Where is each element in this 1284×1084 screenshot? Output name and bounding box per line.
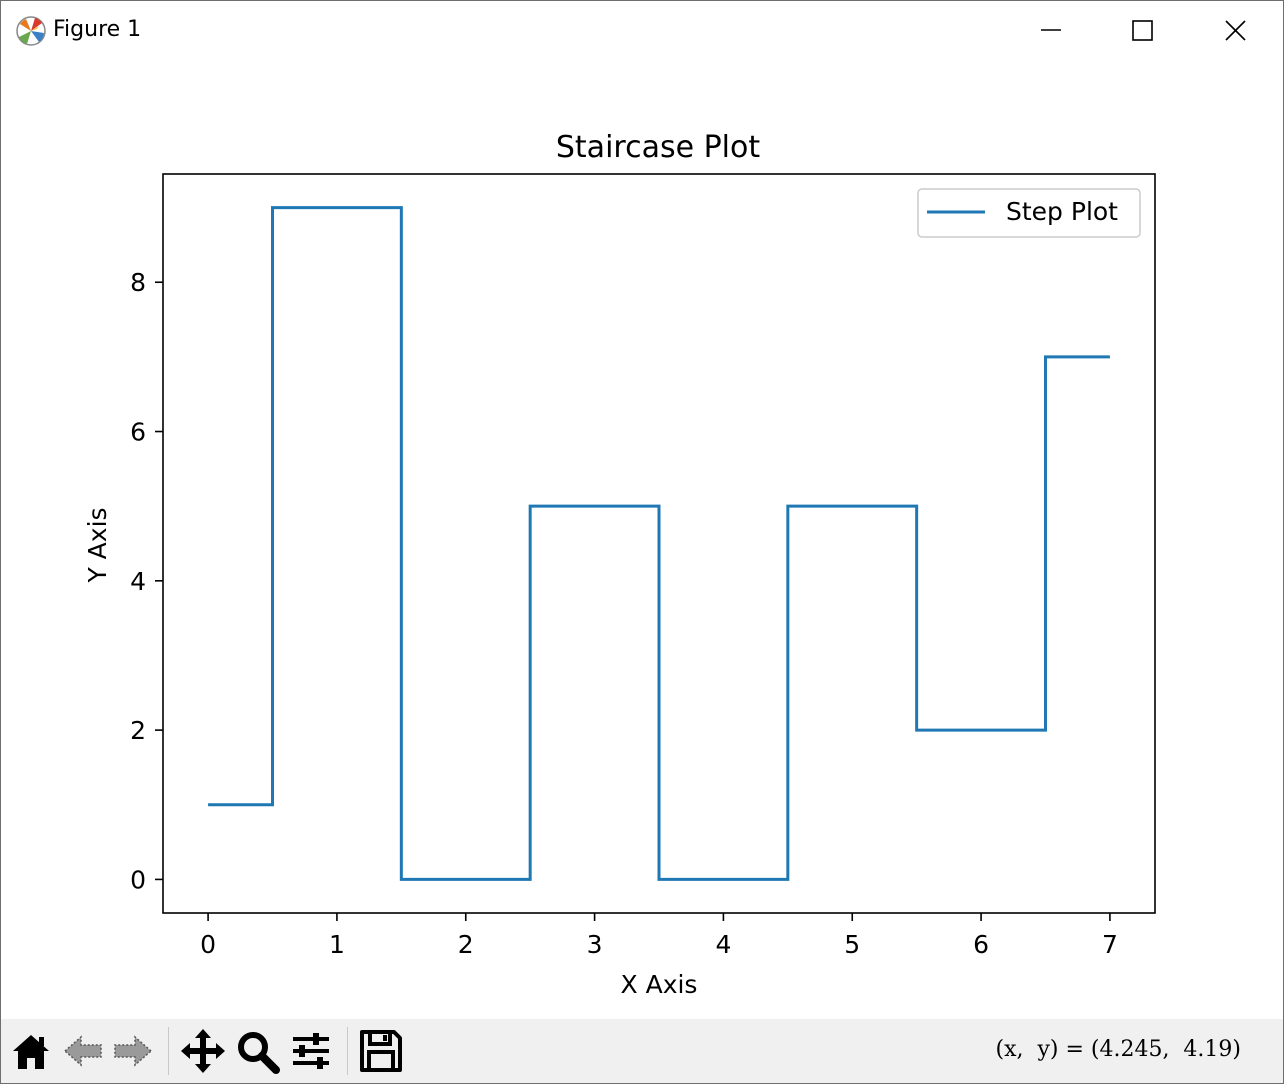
staircase-chart: Staircase Plot 0 1 2 3 4 5 6 7 0 2 4 6 8 X Axis Y Ax… xyxy=(83,130,1156,999)
y-tick-label: 0 xyxy=(130,865,146,894)
series-line-0 xyxy=(208,206,1110,881)
zoom-magnifier-icon xyxy=(238,1032,280,1074)
maximize-icon xyxy=(1132,20,1153,41)
window-title: Figure 1 xyxy=(53,17,142,42)
navigation-toolbar: (x, y) = (4.245, 4.19) xyxy=(1,1019,1283,1083)
y-axis-label: Y Axis xyxy=(83,507,112,583)
figure-canvas[interactable]: Staircase Plot 0 1 2 3 4 5 6 7 0 2 4 6 8 X Axis Y Ax… xyxy=(1,59,1283,1019)
configure-subplots-button[interactable] xyxy=(287,1027,335,1075)
toolbar-separator xyxy=(168,1027,169,1075)
x-tick-label: 5 xyxy=(844,930,860,959)
y-tick-label: 2 xyxy=(130,716,146,745)
axes-frame xyxy=(162,173,1156,914)
x-axis-label: X Axis xyxy=(621,970,698,999)
minimize-icon xyxy=(1041,29,1061,31)
legend-box xyxy=(917,188,1141,238)
x-tick-label: 6 xyxy=(973,930,989,959)
matplotlib-logo-icon xyxy=(15,15,47,47)
y-tick-label: 6 xyxy=(130,418,146,447)
x-tick-label: 4 xyxy=(715,930,731,959)
pan-button[interactable] xyxy=(179,1027,227,1075)
x-tick-label: 3 xyxy=(587,930,603,959)
chart-title: Staircase Plot xyxy=(556,130,760,165)
x-tick-label: 0 xyxy=(200,930,216,959)
x-tick-label: 1 xyxy=(329,930,345,959)
close-icon xyxy=(1225,20,1246,41)
back-button[interactable] xyxy=(59,1027,107,1075)
move-icon xyxy=(181,1029,225,1073)
toolbar-separator xyxy=(347,1027,348,1075)
sliders-icon xyxy=(293,1033,329,1069)
plot-layer xyxy=(208,206,1110,881)
ticks-layer: 0 1 2 3 4 5 6 7 0 2 4 6 8 xyxy=(130,268,1118,959)
floppy-disk-icon xyxy=(360,1030,402,1072)
zoom-button[interactable] xyxy=(233,1027,281,1075)
save-button[interactable] xyxy=(357,1027,405,1075)
close-button[interactable] xyxy=(1189,1,1281,59)
legend-label: Step Plot xyxy=(1006,197,1118,226)
y-tick-label: 8 xyxy=(130,268,146,297)
cursor-coordinates: (x, y) = (4.245, 4.19) xyxy=(995,1037,1241,1062)
back-arrow-icon xyxy=(63,1035,102,1067)
forward-arrow-icon xyxy=(114,1035,153,1067)
minimize-button[interactable] xyxy=(1005,1,1097,59)
y-tick-label: 4 xyxy=(130,567,146,596)
title-bar[interactable]: Figure 1 xyxy=(1,1,1283,59)
forward-button[interactable] xyxy=(109,1027,157,1075)
x-tick-label: 7 xyxy=(1102,930,1118,959)
home-button[interactable] xyxy=(7,1027,55,1075)
home-icon xyxy=(13,1035,49,1069)
legend: Step Plot xyxy=(917,188,1141,238)
maximize-button[interactable] xyxy=(1097,1,1189,59)
x-tick-label: 2 xyxy=(458,930,474,959)
